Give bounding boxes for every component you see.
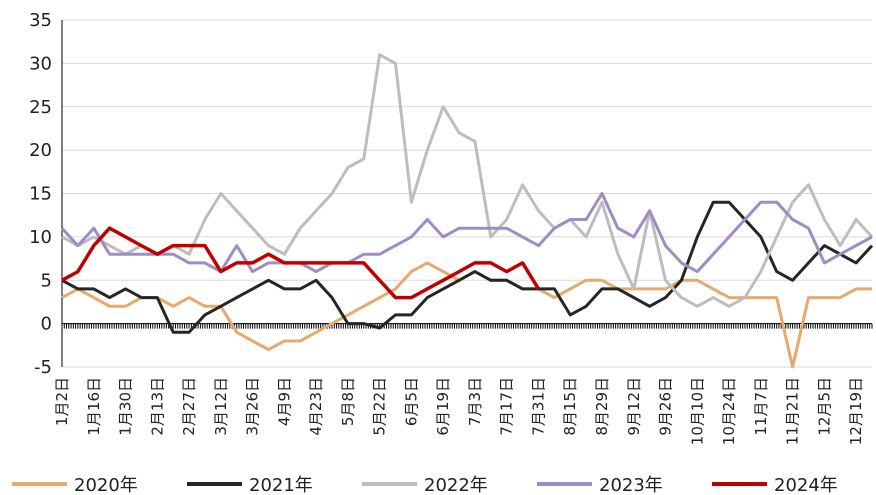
line-series (61, 226, 540, 300)
x-tick-label: 12月19日 (847, 377, 865, 445)
y-tick-label: 30 (29, 53, 52, 74)
x-tick-label: 7月31日 (529, 377, 547, 436)
y-tick-label: -5 (34, 357, 52, 378)
x-tick-label: 11月7日 (752, 377, 770, 436)
legend-label: 2020年 (74, 475, 138, 495)
y-tick-label: 10 (29, 227, 52, 248)
x-tick-label: 4月23日 (307, 377, 325, 436)
x-tick-label: 10月24日 (720, 377, 738, 445)
x-tick-label: 3月26日 (244, 377, 262, 436)
x-tick-label: 6月5日 (402, 377, 420, 426)
x-tick-label: 8月29日 (593, 377, 611, 436)
x-tick-label: 1月16日 (85, 377, 103, 436)
y-tick-label: 0 (41, 314, 52, 335)
x-tick-label: 9月26日 (657, 377, 675, 436)
x-tick-label: 5月8日 (339, 377, 357, 426)
x-tick-label: 11月21日 (784, 377, 802, 445)
y-tick-label: 20 (29, 140, 52, 161)
x-tick-label: 2月13日 (148, 377, 166, 436)
x-tick-label: 1月30日 (117, 377, 135, 436)
y-tick-label: 15 (29, 184, 52, 205)
line-series (61, 200, 874, 334)
legend-label: 2021年 (249, 475, 313, 495)
y-tick-label: 5 (41, 270, 52, 291)
y-tick-label: 35 (29, 10, 52, 31)
x-tick-label: 3月12日 (212, 377, 230, 436)
x-tick-label: 9月12日 (625, 377, 643, 436)
x-tick-label: 12月5日 (815, 377, 833, 436)
x-tick-label: 7月17日 (498, 377, 516, 436)
line-series (61, 53, 874, 308)
line-series (60, 192, 873, 274)
x-tick-label: 10月10日 (688, 377, 706, 445)
x-tick-label: 2月27日 (180, 377, 198, 436)
x-tick-label: 4月9日 (275, 377, 293, 426)
legend-label: 2023年 (599, 475, 663, 495)
x-tick-label: 7月3日 (466, 377, 484, 426)
line-series (61, 261, 872, 369)
x-tick-label: 1月2日 (53, 377, 71, 426)
legend-label: 2024年 (774, 475, 838, 495)
y-tick-label: 25 (29, 97, 52, 118)
x-tick-label: 8月15日 (561, 377, 579, 436)
x-tick-label: 6月19日 (434, 377, 452, 436)
x-tick-label: 5月22日 (371, 377, 389, 436)
legend-label: 2022年 (424, 475, 488, 495)
